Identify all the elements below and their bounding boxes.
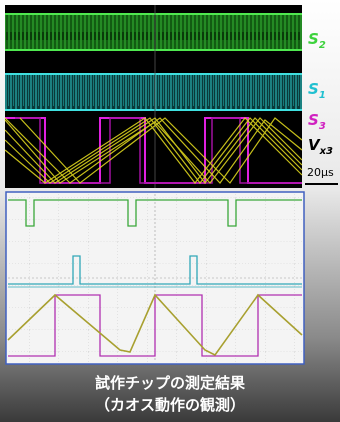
caption-line1: 試作チップの測定結果 [95,374,246,392]
caption-line2: （カオス動作の観測） [95,396,245,414]
time-scale: 20µs [307,166,334,179]
figure: S2 S1 S3 Vx3 20µs 試作チップの測定結果 （カオス動作の観測） [0,0,340,422]
scope-bottom [6,192,304,364]
scope-top [5,5,302,188]
